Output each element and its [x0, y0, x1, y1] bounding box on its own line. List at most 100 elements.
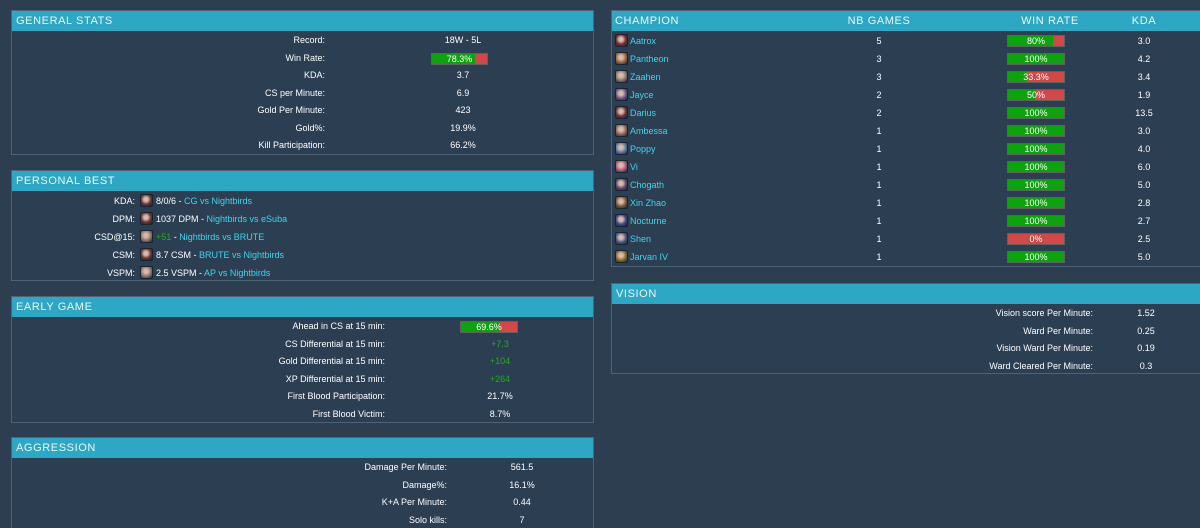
col-kda-header[interactable]: KDA — [1131, 15, 1157, 27]
general_stats-value: 66.2% — [450, 140, 476, 150]
champion-row[interactable]: Pantheon 3 100% 4.2 — [612, 50, 1200, 68]
champion-row[interactable]: Chogath 1 100% 5.0 — [612, 176, 1200, 194]
poppy-icon — [615, 142, 628, 155]
personal-best-separator: - — [176, 196, 185, 206]
aggression-label: Solo kills: — [408, 514, 447, 525]
champion-name-link[interactable]: Pantheon — [630, 54, 669, 64]
aggression-value: 7 — [519, 514, 525, 525]
champion-name-link[interactable]: Jarvan IV — [630, 252, 669, 262]
early_game-label: Ahead in CS at 15 min: — [292, 321, 385, 331]
general_stats-label: CS per Minute: — [264, 87, 325, 98]
general_stats-percent-bar: 78.3% — [431, 52, 488, 65]
champion-winrate-bar: 100% — [1007, 179, 1065, 191]
champion-kda-value: 2.7 — [1137, 216, 1151, 226]
champion-row[interactable]: Poppy 1 100% 4.0 — [612, 140, 1200, 158]
vision-value: 0.25 — [1137, 325, 1155, 336]
personal-best-content: 8/0/6 - CG vs Nightbirds — [156, 192, 252, 210]
champion-name-link[interactable]: Chogath — [630, 180, 665, 190]
champion-name-link[interactable]: Nocturne — [630, 216, 667, 226]
champion-name-link[interactable]: Zaahen — [630, 72, 661, 82]
general_stats-percent-bar-fill — [432, 53, 476, 64]
col-winrate-header[interactable]: WIN RATE — [1021, 15, 1079, 27]
vision-panel: VISION Vision score Per Minute: 1.52 Ward … — [611, 283, 1200, 374]
shen-icon — [615, 232, 628, 245]
champion-games-value: 3 — [876, 72, 882, 82]
champion-name-link[interactable]: Vi — [630, 162, 638, 172]
early_game-value: +264 — [489, 373, 511, 384]
aggression-label: Damage%: — [402, 479, 447, 490]
champion-games-value: 1 — [876, 198, 882, 208]
champion-name-link[interactable]: Darius — [630, 108, 657, 118]
personal-best-match-link[interactable]: AP vs Nightbirds — [204, 268, 271, 278]
champion-winrate-bar-fill — [1008, 108, 1064, 118]
champion-games-value: 1 — [876, 126, 882, 136]
col-champion-header[interactable]: CHAMPION — [615, 15, 680, 27]
personal-best-row: DPM: 1037 DPM - Nightbirds vs eSuba — [12, 210, 593, 228]
personal-best-label: VSPM: — [106, 268, 135, 278]
nocturne-icon — [615, 214, 628, 227]
general_stats-label: Win Rate: — [285, 52, 325, 63]
personal-best-match-link[interactable]: Nightbirds vs eSuba — [206, 214, 288, 224]
col-games-header[interactable]: NB GAMES — [847, 15, 911, 27]
personal-best-label: CSM: — [112, 250, 136, 260]
champion-kda-value: 13.5 — [1135, 108, 1153, 118]
personal-best-match-link[interactable]: CG vs Nightbirds — [184, 196, 253, 206]
champion-row[interactable]: Zaahen 3 33.3% 3.4 — [612, 68, 1200, 86]
general_stats-value: 18W - 5L — [444, 35, 482, 45]
general_stats-row: Kill Participation: 66.2% — [12, 137, 593, 155]
personal-best-match-link[interactable]: BRUTE vs Nightbirds — [199, 250, 285, 260]
champion-games-value: 1 — [876, 216, 882, 226]
champion-name-link[interactable]: Jayce — [630, 90, 654, 100]
champion-row[interactable]: Darius 2 100% 13.5 — [612, 104, 1200, 122]
vision-label: Ward Per Minute: — [1023, 325, 1093, 336]
personal-best-label: KDA: — [113, 196, 135, 206]
early_game-label: First Blood Victim: — [312, 408, 385, 419]
chogath-icon — [615, 178, 628, 191]
vision-row: Vision score Per Minute: 1.52 — [612, 305, 1200, 323]
general_stats-label: KDA: — [303, 70, 325, 80]
champion-row[interactable]: Jarvan IV 1 100% 5.0 — [612, 248, 1200, 266]
champion-games-value: 2 — [876, 90, 882, 100]
champion-row[interactable]: Nocturne 1 100% 2.7 — [612, 212, 1200, 230]
general_stats-value: 19.9% — [450, 122, 476, 133]
champion-name-link[interactable]: Shen — [630, 234, 652, 244]
early_game-percent-bar: 69.6% — [460, 321, 518, 333]
early_game-percent-value: 69.6% — [476, 322, 502, 332]
aggression-header: AGGRESSION — [12, 438, 593, 458]
champion-winrate-bar-fill — [1008, 198, 1064, 208]
champion-winrate-value: 100% — [1024, 180, 1048, 190]
personal-best-row: KDA: 8/0/6 - CG vs Nightbirds — [12, 192, 593, 210]
champion-row[interactable]: Xin Zhao 1 100% 2.8 — [612, 194, 1200, 212]
jarvan-iv-icon — [615, 250, 628, 263]
general_stats-row: Record: 18W - 5L — [12, 32, 593, 50]
champion-winrate-bar-fill — [1008, 216, 1064, 226]
darius-icon — [140, 248, 153, 261]
champion-name-link[interactable]: Poppy — [630, 144, 656, 154]
general_stats-row: Gold Per Minute: 423 — [12, 102, 593, 120]
champion-name-link[interactable]: Aatrox — [630, 36, 657, 46]
zaahen-icon — [140, 266, 153, 279]
early_game-row: XP Differential at 15 min: +264 — [12, 371, 593, 389]
aggression-row: K+A Per Minute: 0.44 — [12, 494, 593, 512]
early_game-label: Gold Differential at 15 min: — [278, 356, 385, 366]
early_game-label: CS Differential at 15 min: — [285, 338, 385, 349]
champion-row[interactable]: Jayce 2 50% 1.9 — [612, 86, 1200, 104]
aggression-value: 16.1% — [509, 479, 535, 490]
champion-name-link[interactable]: Ambessa — [630, 126, 668, 136]
champion-winrate-bar-fill — [1008, 54, 1064, 64]
personal-best-match-link[interactable]: Nightbirds vs BRUTE — [179, 232, 265, 242]
champion-row[interactable]: Vi 1 100% 6.0 — [612, 158, 1200, 176]
early_game-value: 8.7% — [489, 408, 511, 419]
aatrox-icon — [615, 34, 628, 47]
champion-row[interactable]: Aatrox 5 80% 3.0 — [612, 32, 1200, 50]
champion-winrate-value: 100% — [1024, 252, 1048, 262]
vision-label: Ward Cleared Per Minute: — [989, 360, 1093, 371]
champion-kda-value: 4.2 — [1137, 54, 1151, 64]
general_stats-label: Kill Participation: — [258, 140, 325, 150]
champion-row[interactable]: Shen 1 0% 2.5 — [612, 230, 1200, 248]
champion-name-link[interactable]: Xin Zhao — [630, 198, 667, 208]
personal-best-separator: - — [191, 250, 200, 260]
champion-row[interactable]: Ambessa 1 100% 3.0 — [612, 122, 1200, 140]
general_stats-row: Gold%: 19.9% — [12, 120, 593, 138]
vision-label: Vision score Per Minute: — [995, 308, 1093, 318]
